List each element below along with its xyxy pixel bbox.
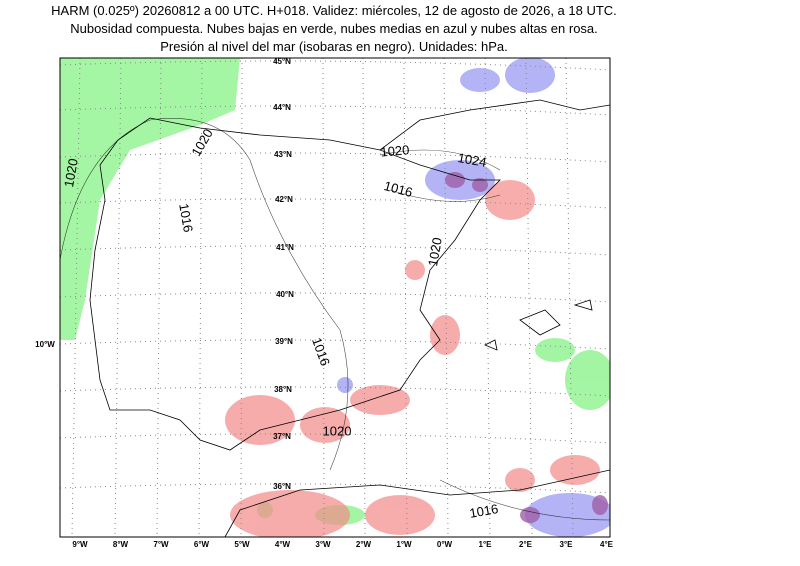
title-line: Presión al nivel del mar (isobaras en ne… xyxy=(160,39,508,54)
latitude-label: 41°N xyxy=(276,243,294,252)
isobar-label: 1020 xyxy=(380,142,410,159)
latitude-label: 37°N xyxy=(273,432,291,441)
latitude-label: 36°N xyxy=(273,482,291,491)
isobar-label: 1016 xyxy=(468,501,499,521)
title-line: Nubosidad compuesta. Nubes bajas en verd… xyxy=(70,21,598,36)
longitude-label: 3°W xyxy=(315,540,331,549)
longitude-label: 8°W xyxy=(113,540,129,549)
isobar-label: 1016 xyxy=(382,178,414,200)
isobar-label: 1016 xyxy=(176,202,196,233)
longitude-label: 4°W xyxy=(275,540,291,549)
longitude-label: 3°E xyxy=(560,540,574,549)
isobar-label: 1020 xyxy=(61,157,81,188)
graticule xyxy=(60,58,610,537)
longitude-label: 1°E xyxy=(479,540,493,549)
longitude-label: 1°W xyxy=(396,540,412,549)
latitude-label: 42°N xyxy=(275,195,293,204)
isobar-label: 1020 xyxy=(188,126,215,159)
longitude-label: 6°W xyxy=(194,540,210,549)
isobar-label: 1020 xyxy=(323,423,352,438)
labels: 45°N 44°N 43°N 42°N 41°N 40°N 39°N 38°N 37°N 36°N… xyxy=(72,57,613,549)
latitude-label: 40°N xyxy=(276,290,294,299)
latitude-label: 43°N xyxy=(274,150,292,159)
longitude-label: 9°W xyxy=(72,540,88,549)
isobar-label: 1024 xyxy=(457,150,488,170)
latitude-label: 38°N xyxy=(274,385,292,394)
isobar-label: 1020 xyxy=(425,236,445,267)
longitude-label: 2°E xyxy=(519,540,533,549)
title-line: HARM (0.025º) 20260812 a 00 UTC. H+018. … xyxy=(51,3,617,18)
longitude-label: 2°W xyxy=(356,540,372,549)
longitude-label: 5°W xyxy=(234,540,250,549)
longitude-label: 0°W xyxy=(437,540,453,549)
coastline xyxy=(89,99,610,537)
isobars xyxy=(60,118,610,521)
latitude-label: 45°N xyxy=(273,57,291,66)
mixed-clouds xyxy=(445,172,608,523)
longitude-label: 4°E xyxy=(600,540,614,549)
side-label: 10°W xyxy=(35,340,55,349)
low-clouds xyxy=(60,58,610,525)
isobar-label: 1016 xyxy=(309,335,333,367)
longitude-label: 7°W xyxy=(153,540,169,549)
latitude-label: 39°N xyxy=(275,337,293,346)
map-frame xyxy=(59,57,611,538)
map-area: 1020 1020 1016 1020 1024 1016 1020 1016 1020 1016 xyxy=(60,58,610,537)
high-clouds xyxy=(225,180,600,537)
latitude-label: 44°N xyxy=(273,103,291,112)
